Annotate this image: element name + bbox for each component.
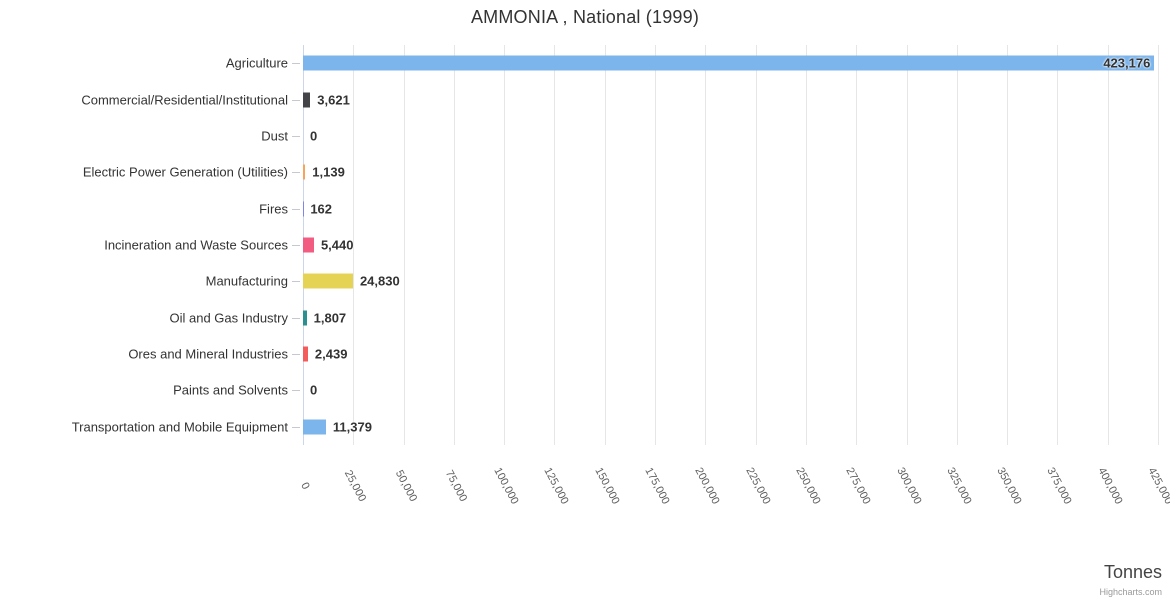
value-label: 5,440 bbox=[320, 237, 354, 253]
category-label: Oil and Gas Industry bbox=[169, 310, 289, 326]
value-label: 24,830 bbox=[359, 273, 400, 289]
category-tick-mark bbox=[292, 99, 300, 101]
gridline bbox=[554, 45, 556, 445]
bar[interactable] bbox=[303, 419, 326, 435]
x-axis-tick-label: 150,000 bbox=[592, 465, 622, 507]
gridline bbox=[353, 45, 355, 445]
gridline bbox=[705, 45, 707, 445]
x-axis-tick-label: 175,000 bbox=[642, 465, 672, 507]
bar[interactable] bbox=[303, 92, 311, 108]
bar[interactable] bbox=[303, 346, 308, 362]
gridline bbox=[1057, 45, 1059, 445]
x-axis-tick-label: 225,000 bbox=[743, 465, 773, 507]
category-tick-mark bbox=[292, 354, 300, 356]
category-tick-mark bbox=[292, 135, 300, 137]
value-label: 1,807 bbox=[313, 310, 347, 326]
value-label: 3,621 bbox=[317, 92, 350, 108]
chart-title: AMMONIA , National (1999) bbox=[470, 7, 700, 27]
x-axis-tick-label: 75,000 bbox=[442, 468, 470, 504]
gridline bbox=[1107, 45, 1109, 445]
value-label: 0 bbox=[310, 128, 318, 144]
value-label: 11,379 bbox=[332, 419, 372, 435]
category-tick-mark bbox=[292, 281, 300, 283]
value-label: 1,139 bbox=[312, 164, 345, 180]
category-tick-mark bbox=[292, 172, 300, 174]
category-label: Agriculture bbox=[225, 55, 288, 71]
x-axis-tick-label: 375,000 bbox=[1044, 465, 1075, 507]
gridline bbox=[956, 45, 958, 445]
x-axis-tick-label: 400,000 bbox=[1095, 465, 1125, 507]
bar[interactable] bbox=[303, 310, 307, 326]
category-label: Incineration and Waste Sources bbox=[104, 237, 288, 253]
gridline bbox=[403, 45, 405, 445]
gridline bbox=[755, 45, 757, 445]
gridline bbox=[604, 45, 606, 445]
x-axis-tick-label: 325,000 bbox=[944, 465, 974, 507]
category-label: Paints and Solvents bbox=[173, 382, 288, 398]
value-label: 423,176 bbox=[1103, 55, 1151, 71]
bar[interactable] bbox=[303, 273, 353, 289]
x-axis-tick-label: 50,000 bbox=[392, 468, 419, 504]
x-axis-tick-label: 350,000 bbox=[994, 465, 1024, 507]
gridline bbox=[655, 45, 657, 445]
gridline bbox=[504, 45, 506, 445]
category-tick-mark bbox=[292, 426, 300, 428]
category-label: Transportation and Mobile Equipment bbox=[71, 419, 288, 435]
category-label: Commercial/Residential/Institutional bbox=[81, 92, 288, 108]
category-label: Manufacturing bbox=[205, 273, 288, 289]
value-label: 0 bbox=[310, 382, 318, 398]
x-axis-tick-label: 200,000 bbox=[692, 465, 722, 507]
gridline bbox=[1158, 45, 1159, 445]
category-label: Electric Power Generation (Utilities) bbox=[82, 164, 288, 180]
highcharts-credit[interactable]: Highcharts.com bbox=[1099, 587, 1162, 597]
category-tick-mark bbox=[292, 208, 300, 210]
category-tick-mark bbox=[292, 317, 300, 319]
gridline bbox=[856, 45, 858, 445]
gridline bbox=[805, 45, 807, 445]
category-label: Dust bbox=[261, 128, 288, 144]
value-label: 162 bbox=[310, 201, 333, 217]
bar[interactable] bbox=[303, 237, 314, 253]
value-label: 2,439 bbox=[314, 346, 348, 362]
bar[interactable] bbox=[303, 55, 1155, 71]
x-axis-tick-label: 0 bbox=[298, 480, 312, 492]
gridline bbox=[453, 45, 455, 445]
category-label: Ores and Mineral Industries bbox=[128, 346, 288, 362]
bar[interactable] bbox=[303, 164, 306, 180]
x-axis-tick-label: 25,000 bbox=[342, 468, 369, 504]
category-tick-mark bbox=[292, 245, 300, 246]
x-axis-tick-label: 125,000 bbox=[541, 465, 572, 507]
gridline bbox=[906, 45, 908, 445]
category-tick-mark bbox=[292, 63, 300, 65]
x-axis-title: Tonnes bbox=[1103, 562, 1162, 582]
gridline bbox=[1007, 45, 1009, 445]
x-axis-tick-label: 250,000 bbox=[793, 465, 823, 507]
category-label: Fires bbox=[259, 201, 288, 217]
x-axis-tick-label: 275,000 bbox=[843, 465, 873, 507]
category-tick-mark bbox=[292, 390, 300, 392]
x-axis-tick-label: 100,000 bbox=[491, 465, 521, 507]
x-axis-tick-label: 300,000 bbox=[893, 465, 924, 507]
x-axis-tick-label: 425,000 bbox=[1145, 465, 1170, 507]
